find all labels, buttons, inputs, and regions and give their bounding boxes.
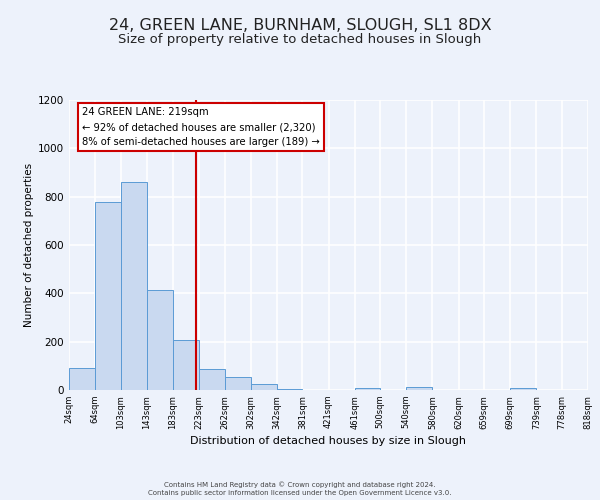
- Bar: [251, 384, 277, 390]
- Text: Contains HM Land Registry data © Crown copyright and database right 2024.: Contains HM Land Registry data © Crown c…: [164, 481, 436, 488]
- Text: 24, GREEN LANE, BURNHAM, SLOUGH, SL1 8DX: 24, GREEN LANE, BURNHAM, SLOUGH, SL1 8DX: [109, 18, 491, 32]
- Bar: [199, 370, 224, 390]
- Bar: [510, 388, 536, 390]
- Bar: [173, 340, 199, 390]
- Bar: [406, 387, 433, 390]
- Bar: [121, 182, 147, 390]
- Text: Contains public sector information licensed under the Open Government Licence v3: Contains public sector information licen…: [148, 490, 452, 496]
- Bar: [277, 389, 302, 390]
- Y-axis label: Number of detached properties: Number of detached properties: [24, 163, 34, 327]
- Bar: [95, 202, 121, 390]
- X-axis label: Distribution of detached houses by size in Slough: Distribution of detached houses by size …: [191, 436, 467, 446]
- Bar: [224, 376, 251, 390]
- Text: 24 GREEN LANE: 219sqm
← 92% of detached houses are smaller (2,320)
8% of semi-de: 24 GREEN LANE: 219sqm ← 92% of detached …: [82, 108, 320, 147]
- Bar: [355, 388, 380, 390]
- Bar: [69, 368, 95, 390]
- Text: Size of property relative to detached houses in Slough: Size of property relative to detached ho…: [118, 32, 482, 46]
- Bar: [147, 290, 173, 390]
